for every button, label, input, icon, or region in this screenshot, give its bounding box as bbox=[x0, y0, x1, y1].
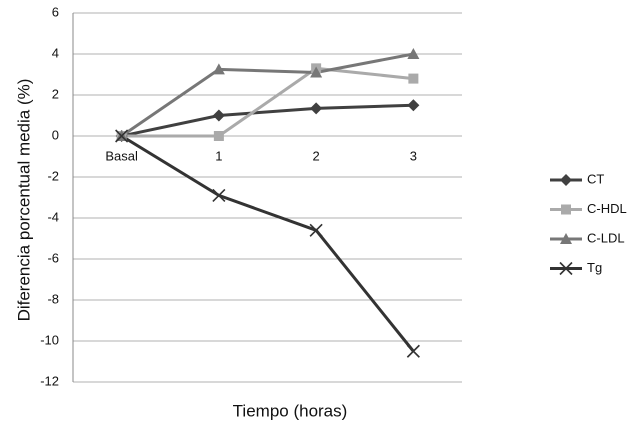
y-tick-label: -4 bbox=[47, 209, 59, 224]
legend-marker bbox=[560, 174, 572, 186]
y-axis-title: Diferencia porcentual media (%) bbox=[14, 79, 33, 322]
x-tick-label: 1 bbox=[215, 148, 222, 163]
y-tick-label: 6 bbox=[52, 4, 59, 19]
data-point bbox=[115, 129, 129, 143]
data-point bbox=[212, 109, 225, 122]
data-point bbox=[310, 66, 323, 78]
legend-label: C-HDL bbox=[587, 201, 627, 216]
x-tick-label: 2 bbox=[313, 148, 320, 163]
series-line bbox=[120, 134, 415, 353]
data-point bbox=[407, 99, 420, 112]
series-line bbox=[121, 103, 414, 138]
data-point bbox=[212, 188, 226, 203]
data-point bbox=[212, 63, 225, 75]
legend-marker bbox=[560, 233, 572, 244]
y-tick-label: 0 bbox=[52, 127, 59, 142]
data-point bbox=[406, 344, 420, 358]
legend-label: C-LDL bbox=[587, 230, 625, 245]
data-point bbox=[213, 131, 224, 141]
data-point bbox=[309, 223, 323, 237]
y-tick-label: -6 bbox=[47, 250, 59, 265]
y-tick-label: -10 bbox=[40, 332, 59, 347]
data-point bbox=[408, 73, 419, 84]
series-line bbox=[120, 52, 414, 138]
legend-label: CT bbox=[587, 171, 604, 186]
series-line bbox=[121, 66, 414, 138]
data-point bbox=[407, 48, 420, 59]
y-tick-label: -8 bbox=[47, 291, 59, 306]
legend-marker bbox=[559, 261, 573, 276]
y-tick-label: 4 bbox=[52, 45, 59, 60]
y-tick-label: -2 bbox=[47, 168, 59, 183]
x-tick-label: Basal bbox=[105, 148, 138, 163]
legend-label: Tg bbox=[587, 260, 602, 275]
data-point bbox=[310, 102, 323, 115]
x-axis-title: Tiempo (horas) bbox=[233, 401, 348, 420]
y-tick-label: 2 bbox=[52, 86, 59, 101]
x-tick-label: 3 bbox=[410, 148, 417, 163]
legend-marker bbox=[561, 204, 571, 215]
y-tick-label: -12 bbox=[40, 373, 59, 388]
